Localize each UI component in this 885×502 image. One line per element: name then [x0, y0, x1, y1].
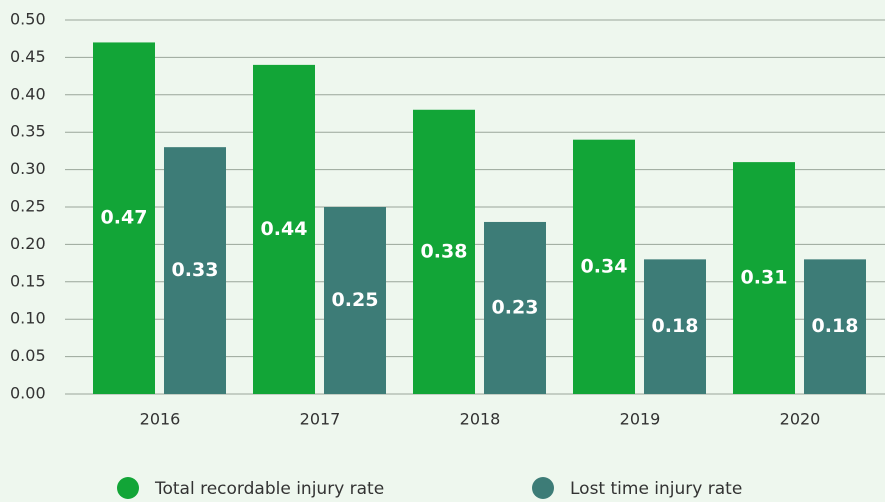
bar [413, 109, 475, 394]
value-label: 0.23 [492, 296, 539, 318]
value-label: 0.31 [741, 267, 788, 289]
y-tick-label: 0.15 [10, 271, 46, 290]
bar [573, 139, 635, 394]
value-label: 0.18 [812, 315, 859, 337]
y-tick-label: 0.30 [10, 159, 46, 178]
bar [733, 162, 795, 394]
y-tick-label: 0.25 [10, 197, 46, 216]
legend-label: Lost time injury rate [570, 479, 742, 499]
value-label: 0.47 [101, 207, 148, 229]
bar [644, 259, 706, 394]
x-tick-label: 2017 [300, 410, 341, 429]
y-tick-label: 0.05 [10, 346, 46, 365]
value-label: 0.33 [172, 259, 219, 281]
y-tick-label: 0.20 [10, 234, 46, 253]
x-tick-label: 2020 [780, 410, 821, 429]
x-tick-label: 2019 [620, 410, 661, 429]
y-tick-label: 0.10 [10, 309, 46, 328]
y-tick-label: 0.00 [10, 384, 46, 403]
bar [93, 42, 155, 394]
bar [324, 207, 386, 394]
bar [484, 221, 546, 394]
bar [253, 64, 315, 394]
y-tick-label: 0.40 [10, 84, 46, 103]
value-label: 0.44 [261, 218, 308, 240]
bar [164, 147, 226, 394]
legend-marker [532, 477, 554, 499]
y-tick-label: 0.45 [10, 47, 46, 66]
y-tick-label: 0.50 [10, 10, 46, 29]
x-tick-label: 2018 [460, 410, 501, 429]
y-tick-label: 0.35 [10, 122, 46, 141]
value-label: 0.34 [581, 255, 628, 277]
value-label: 0.18 [652, 315, 699, 337]
bar [804, 259, 866, 394]
legend-label: Total recordable injury rate [154, 479, 384, 499]
legend-marker [117, 477, 139, 499]
value-label: 0.25 [332, 289, 379, 311]
x-tick-label: 2016 [140, 410, 181, 429]
value-label: 0.38 [421, 240, 468, 262]
